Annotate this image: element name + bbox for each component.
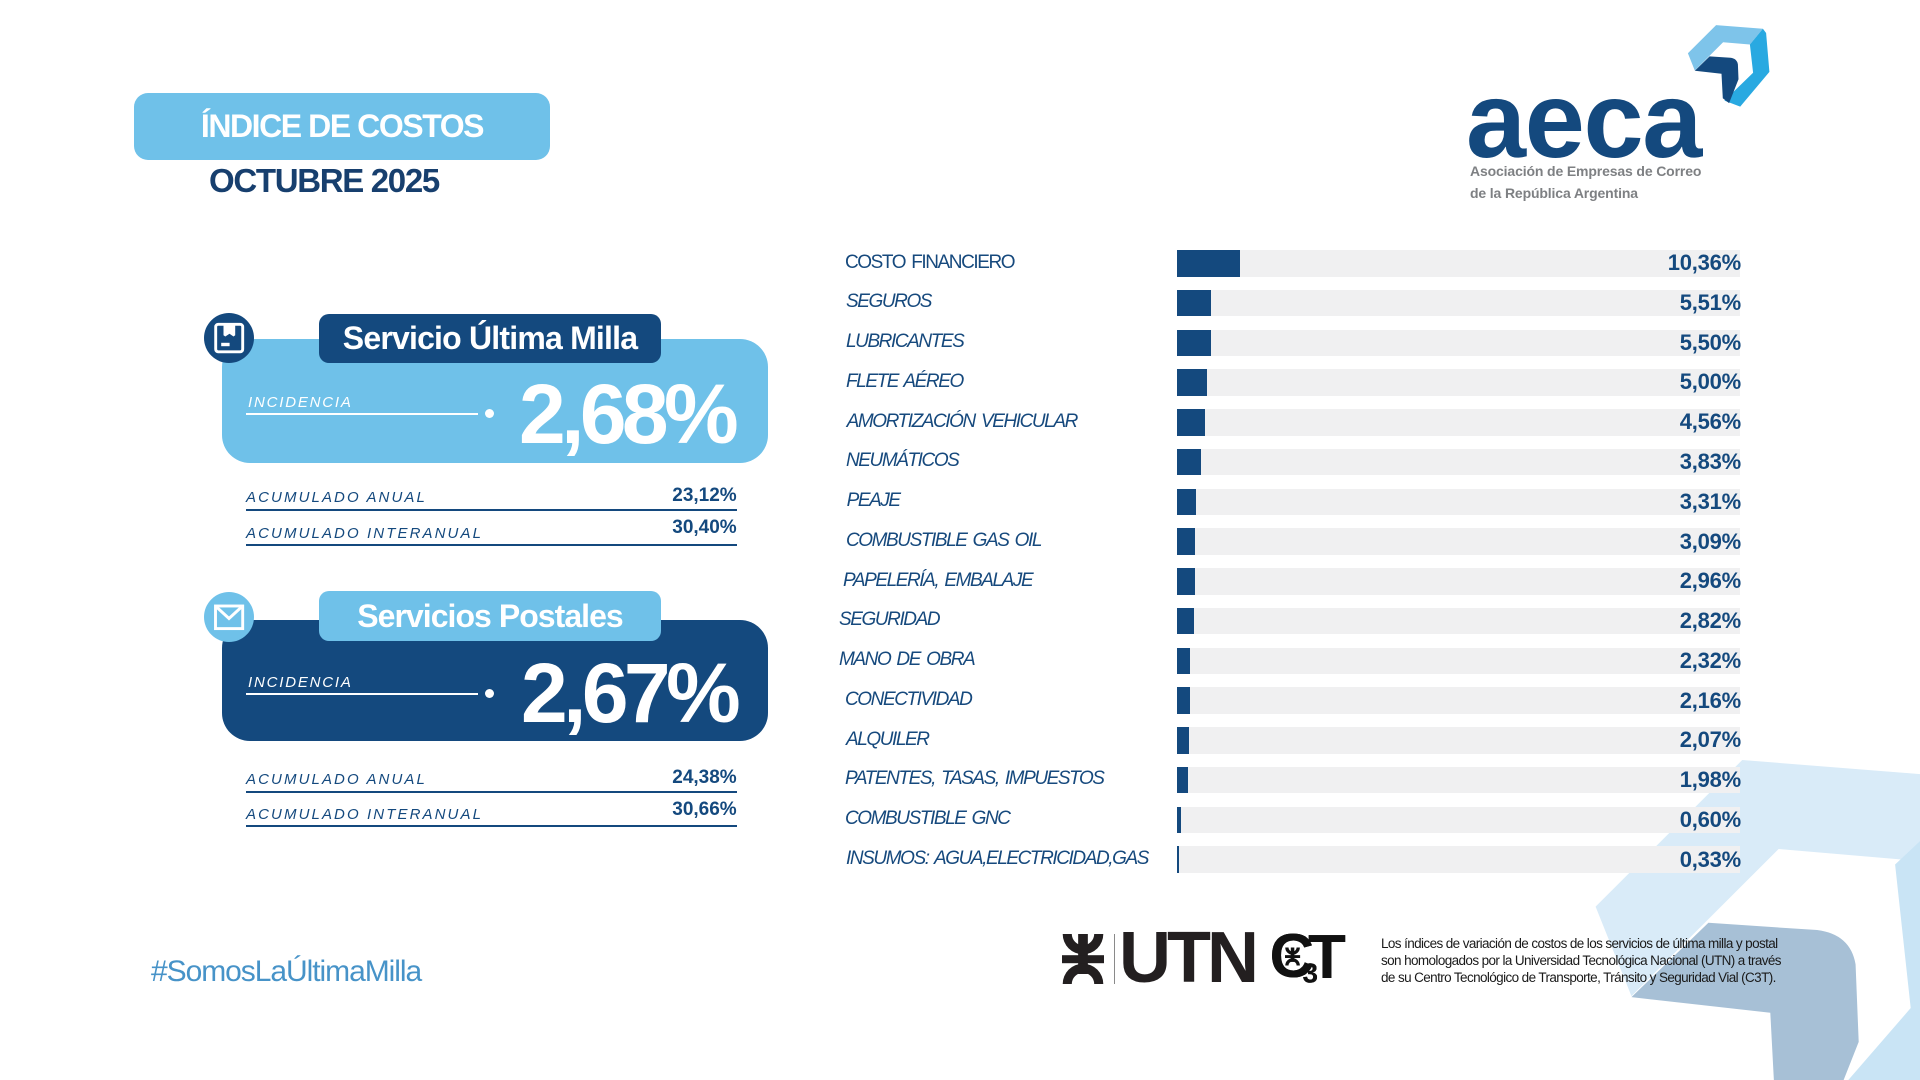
svg-text:3: 3 xyxy=(1303,958,1319,989)
svg-text:3: 3 xyxy=(1303,958,1319,989)
svg-text:T: T xyxy=(1308,926,1346,990)
svg-text:T: T xyxy=(1308,926,1346,990)
